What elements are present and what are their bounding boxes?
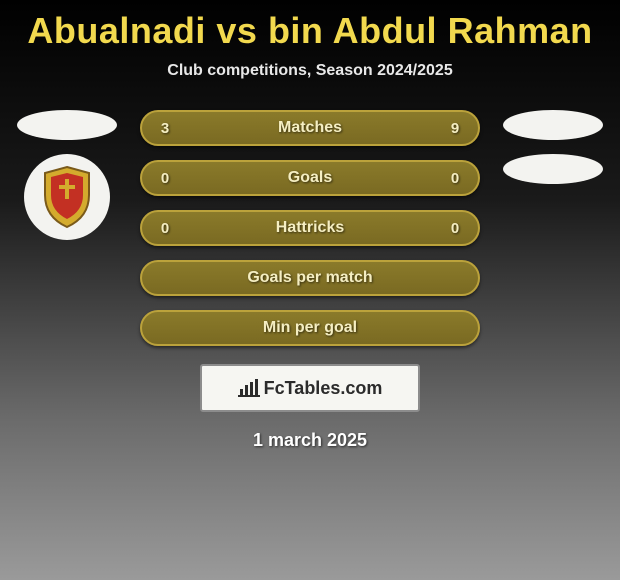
stat-left-value: 0 <box>156 170 174 187</box>
subtitle: Club competitions, Season 2024/2025 <box>0 62 620 80</box>
shield-icon <box>41 165 93 229</box>
stat-right-value: 9 <box>446 120 464 137</box>
club-crest-left <box>24 154 110 240</box>
stat-label: Min per goal <box>263 319 357 337</box>
stat-row-goals: 0 Goals 0 <box>140 160 480 196</box>
stat-label: Goals <box>288 169 332 187</box>
left-player-col <box>12 110 122 346</box>
player-oval-left-1 <box>17 110 117 140</box>
footer-date: 1 march 2025 <box>0 430 620 451</box>
stats-column: 3 Matches 9 0 Goals 0 0 Hattricks 0 Goal… <box>140 110 480 346</box>
stat-right-value: 0 <box>446 220 464 237</box>
stat-row-min-per-goal: Min per goal <box>140 310 480 346</box>
stat-left-value: 3 <box>156 120 174 137</box>
page-title: Abualnadi vs bin Abdul Rahman <box>0 0 620 52</box>
comparison-layout: 3 Matches 9 0 Goals 0 0 Hattricks 0 Goal… <box>0 110 620 346</box>
stat-label: Matches <box>278 119 342 137</box>
brand-text: FcTables.com <box>264 378 383 399</box>
right-player-col <box>498 110 608 346</box>
stat-row-hattricks: 0 Hattricks 0 <box>140 210 480 246</box>
stat-left-value: 0 <box>156 220 174 237</box>
chart-icon <box>238 379 260 397</box>
stat-row-goals-per-match: Goals per match <box>140 260 480 296</box>
player-oval-right-2 <box>503 154 603 184</box>
stat-right-value: 0 <box>446 170 464 187</box>
stat-row-matches: 3 Matches 9 <box>140 110 480 146</box>
brand-link[interactable]: FcTables.com <box>200 364 420 412</box>
stat-label: Hattricks <box>276 219 344 237</box>
stat-label: Goals per match <box>247 269 372 287</box>
player-oval-right-1 <box>503 110 603 140</box>
